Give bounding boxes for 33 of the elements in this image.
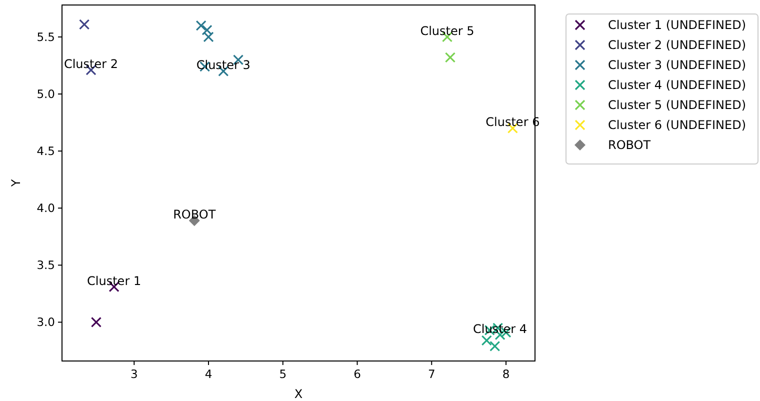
x-tick-label: 4 [204, 367, 212, 381]
point [490, 340, 500, 352]
x-axis-title: X [294, 387, 303, 401]
point [481, 335, 492, 346]
legend-label: ROBOT [608, 138, 652, 152]
annotation: Cluster 1 [87, 274, 142, 288]
x-tick-label: 8 [502, 367, 510, 381]
y-tick-label: 5.0 [36, 87, 55, 101]
legend-label: Cluster 3 (UNDEFINED) [608, 58, 746, 72]
legend-label: Cluster 6 (UNDEFINED) [608, 118, 746, 132]
y-tick-label: 3.0 [36, 315, 55, 330]
point [202, 24, 212, 36]
y-tick-label: 4.5 [36, 144, 55, 158]
x-tick-label: 5 [279, 367, 287, 381]
y-axis-title: Y [9, 178, 23, 188]
legend-label: Cluster 4 (UNDEFINED) [608, 78, 746, 92]
y-tick-label: 5.5 [36, 30, 55, 44]
legend-label: Cluster 2 (UNDEFINED) [608, 38, 746, 52]
annotation: Cluster 5 [420, 24, 474, 38]
annotation: Cluster 2 [64, 57, 118, 72]
x-tick-label: 6 [354, 367, 361, 381]
x-tick-label: 7 [428, 367, 436, 381]
point [203, 32, 214, 42]
legend-label: Cluster 5 (UNDEFINED) [608, 98, 746, 112]
point [444, 52, 456, 63]
x-tick-label: 3 [130, 367, 138, 381]
annotation: ROBOT [173, 208, 216, 222]
point [79, 19, 90, 30]
point [90, 316, 102, 328]
y-tick-label: 3.5 [36, 258, 55, 272]
y-tick-label: 4.0 [36, 201, 55, 216]
legend-label: Cluster 1 (UNDEFINED) [608, 18, 746, 32]
point [196, 20, 206, 31]
